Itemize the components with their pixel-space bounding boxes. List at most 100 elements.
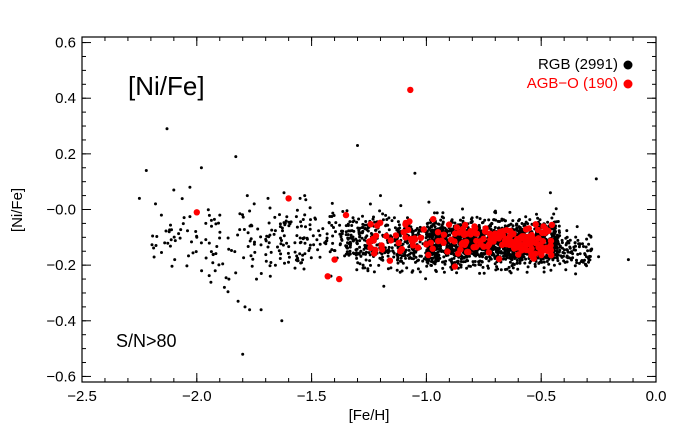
rgb-point — [441, 211, 445, 215]
agb-point — [534, 226, 542, 234]
rgb-point — [301, 218, 305, 221]
agb-point — [508, 231, 516, 238]
rgb-point — [318, 233, 322, 237]
rgb-point — [334, 230, 337, 234]
legend-marker-rgb — [623, 60, 633, 70]
rgb-point — [542, 266, 546, 270]
rgb-point — [167, 230, 171, 234]
rgb-point — [396, 261, 400, 265]
rgb-point — [515, 229, 519, 232]
rgb-point — [359, 254, 363, 258]
rgb-point — [241, 215, 245, 219]
rgb-point — [230, 249, 233, 252]
rgb-point — [490, 221, 494, 225]
rgb-point — [279, 252, 283, 256]
rgb-point — [459, 257, 463, 261]
rgb-point — [585, 237, 589, 241]
rgb-point — [478, 254, 482, 258]
rgb-point — [227, 247, 231, 251]
rgb-point — [447, 233, 451, 237]
rgb-point — [533, 262, 537, 266]
rgb-point — [574, 248, 577, 252]
rgb-point — [517, 219, 520, 223]
rgb-point — [374, 228, 377, 232]
agb-point — [522, 246, 529, 253]
rgb-point — [246, 245, 250, 248]
rgb-point — [546, 220, 550, 224]
rgb-point — [433, 255, 437, 259]
rgb-point — [163, 241, 167, 245]
rgb-point — [414, 255, 418, 259]
rgb-point — [482, 271, 486, 275]
rgb-point — [478, 271, 482, 275]
rgb-point — [515, 261, 519, 265]
rgb-point — [545, 260, 549, 263]
rgb-point — [170, 264, 174, 268]
rgb-point — [441, 220, 445, 224]
rgb-point — [585, 264, 588, 268]
rgb-point — [563, 260, 567, 264]
rgb-point — [550, 216, 554, 220]
rgb-point — [426, 261, 430, 265]
rgb-point — [273, 263, 277, 267]
rgb-point — [255, 277, 258, 281]
rgb-point — [308, 246, 312, 250]
rgb-point — [354, 237, 358, 241]
agb-point — [371, 250, 378, 257]
rgb-point — [520, 222, 524, 225]
agb-point — [530, 255, 537, 262]
rgb-point — [221, 262, 225, 266]
rgb-point — [212, 217, 216, 221]
rgb-point — [359, 249, 363, 253]
rgb-point — [411, 251, 415, 255]
rgb-point — [427, 200, 431, 204]
rgb-point — [236, 299, 240, 303]
agb-point — [417, 234, 425, 241]
rgb-point — [400, 269, 404, 273]
rgb-point — [295, 234, 299, 238]
rgb-point — [362, 247, 366, 251]
rgb-point — [273, 229, 277, 233]
rgb-point — [564, 268, 568, 272]
agb-point — [503, 227, 510, 234]
rgb-point — [172, 235, 176, 239]
rgb-point — [401, 261, 405, 265]
rgb-point — [564, 243, 568, 247]
rgb-point — [493, 245, 497, 249]
panel-label: [Ni/Fe] — [128, 71, 205, 101]
rgb-point — [293, 241, 297, 245]
rgb-point — [226, 236, 230, 240]
rgb-point — [251, 257, 255, 261]
rgb-point — [407, 248, 411, 252]
rgb-point — [238, 228, 242, 232]
rgb-point — [249, 237, 253, 241]
agb-point — [414, 244, 422, 251]
rgb-point — [272, 232, 276, 236]
rgb-point — [267, 221, 271, 225]
agb-point — [367, 244, 374, 251]
rgb-point — [424, 236, 428, 240]
y-tick-label: −0.4 — [46, 313, 76, 330]
rgb-point — [241, 352, 245, 356]
rgb-point — [437, 222, 441, 226]
rgb-point — [387, 245, 391, 249]
rgb-point — [238, 212, 242, 216]
rgb-point — [283, 221, 287, 225]
rgb-point — [194, 250, 198, 254]
rgb-point — [186, 229, 189, 233]
rgb-point — [363, 243, 367, 247]
rgb-point — [298, 196, 302, 200]
rgb-point — [390, 246, 394, 250]
rgb-point — [177, 232, 181, 236]
rgb-point — [281, 243, 285, 247]
rgb-point — [552, 263, 556, 267]
plot-frame — [81, 36, 657, 383]
rgb-point — [556, 253, 560, 257]
rgb-point — [421, 259, 425, 263]
rgb-point — [378, 209, 382, 213]
rgb-point — [536, 216, 540, 220]
rgb-point — [528, 218, 532, 222]
rgb-point — [285, 215, 289, 219]
rgb-point — [562, 248, 566, 252]
rgb-point — [309, 218, 312, 222]
